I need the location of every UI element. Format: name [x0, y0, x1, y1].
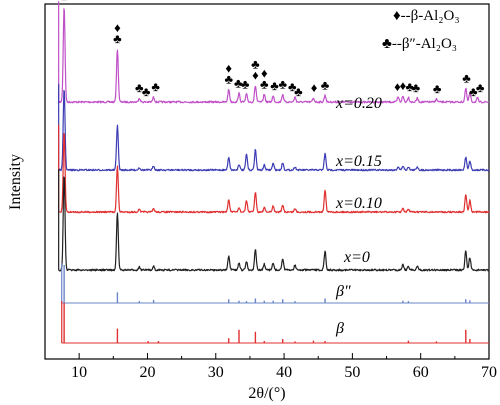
series-5: β″	[61, 263, 489, 304]
beta-double-prime-marker: ♣	[234, 75, 243, 90]
beta-double-prime-marker: ♣	[260, 76, 269, 91]
beta-marker: ♦	[114, 20, 121, 35]
x-tick-label: 40	[276, 364, 292, 381]
beta-double-prime-marker: ♣	[321, 77, 330, 92]
legend: ♦--β-Al₂O₃ ♣--β″-Al₂O₃	[382, 8, 460, 52]
series-line	[58, 1, 490, 104]
series-line	[58, 169, 490, 272]
plot-frame	[44, 3, 490, 360]
beta-double-prime-marker: ♣	[60, 0, 69, 3]
series-1: x=0.20	[58, 1, 490, 112]
beta-double-prime-marker: ♣	[135, 80, 144, 95]
beta-double-prime-marker: ♣	[278, 76, 287, 91]
series-group: x=0.20 x=0.15 x=0.10 x=0 β″ β	[58, 1, 490, 344]
series-4: x=0	[58, 169, 490, 272]
series-6: β	[61, 301, 489, 344]
beta-double-prime-marker: ♣	[270, 78, 279, 93]
beta-double-prime-marker: ♣	[224, 72, 233, 87]
peak-markers-group: ♣♣♦♣♣♣♣♦♣♣♦♣♣♦♣♣♣♣♦♣♦♦♣♣♣♣♣♣	[60, 0, 485, 99]
x-axis-title: 2θ/(°)	[248, 385, 285, 402]
series-line	[58, 83, 490, 172]
beta-double-prime-marker: ♣	[412, 80, 421, 95]
series-label: x=0.15	[335, 153, 382, 170]
beta-double-prime-marker: ♣	[288, 79, 297, 94]
x-tick-label: 70	[481, 364, 497, 381]
beta-double-prime-marker: ♣	[462, 71, 471, 86]
series-label: β	[335, 320, 344, 337]
beta-marker: ♦	[394, 79, 401, 94]
beta-double-prime-marker: ♣	[405, 79, 414, 94]
beta-marker: ♦	[225, 61, 232, 76]
series-label: x=0.20	[335, 95, 382, 112]
x-tick-label: 20	[139, 364, 155, 381]
legend-entry: ♣--β″-Al₂O₃	[382, 36, 457, 52]
series-line	[58, 124, 490, 214]
beta-double-prime-marker: ♣	[113, 31, 122, 46]
beta-double-prime-marker: ♣	[469, 84, 478, 99]
beta-double-prime-marker: ♣	[294, 84, 303, 99]
beta-marker: ♦	[400, 78, 407, 93]
series-2: x=0.15	[58, 83, 490, 172]
x-tick-label: 10	[71, 364, 87, 381]
beta-marker: ♦	[311, 80, 318, 95]
beta-double-prime-marker: ♣	[142, 84, 151, 99]
beta-marker: ♦	[261, 65, 268, 80]
series-label: x=0	[343, 249, 370, 266]
x-tick-label: 30	[208, 364, 224, 381]
series-label: x=0.10	[335, 195, 382, 212]
x-tick-label: 60	[413, 364, 429, 381]
x-tick-label: 50	[344, 364, 360, 381]
beta-double-prime-marker: ♣	[241, 76, 250, 91]
series-3: x=0.10	[58, 124, 490, 214]
beta-double-prime-marker: ♣	[251, 57, 260, 72]
series-label: β″	[335, 283, 351, 300]
beta-double-prime-marker: ♣	[476, 80, 485, 95]
beta-double-prime-marker: ♣	[151, 79, 160, 94]
y-axis-title: Intensity	[7, 154, 24, 210]
x-axis-ticks: 10 20 30 40 50 60 70	[71, 353, 497, 381]
legend-entry: ♦--β-Al₂O₃	[393, 8, 460, 24]
beta-marker: ♦	[252, 68, 259, 83]
beta-double-prime-marker: ♣	[433, 81, 442, 96]
